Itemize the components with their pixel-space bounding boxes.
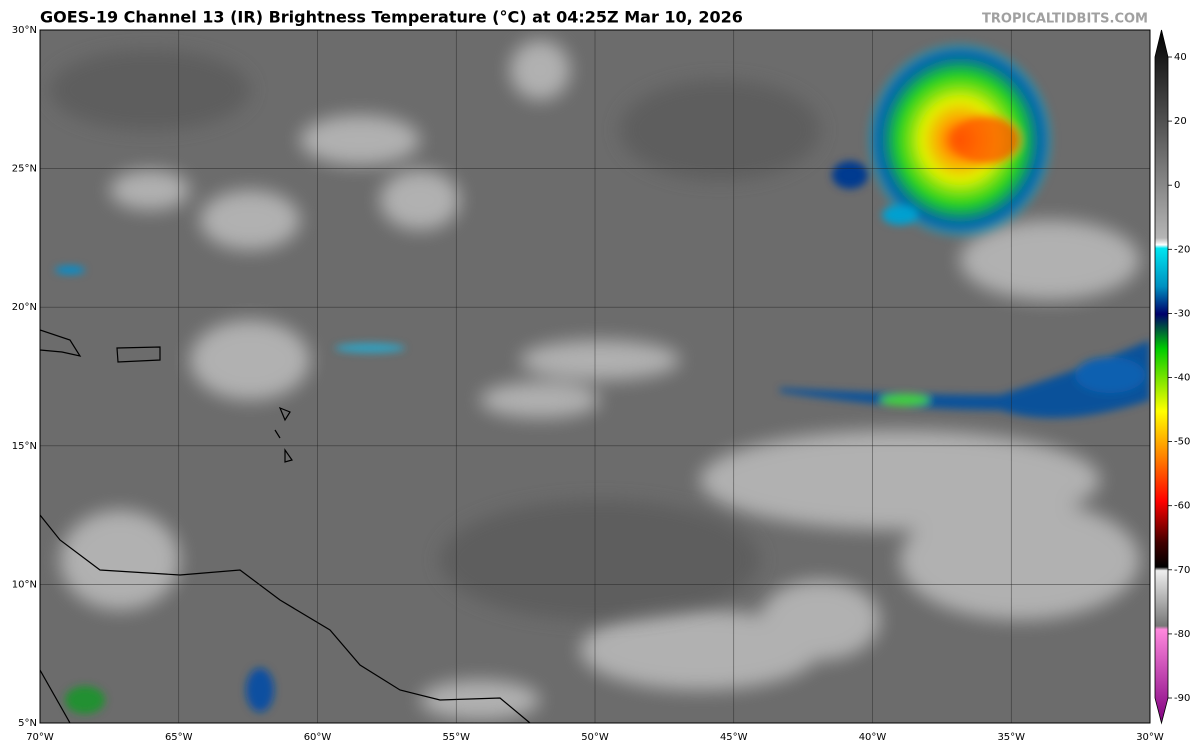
colorbar-tick-label: 20 [1174, 116, 1187, 127]
longitude-label: 60°W [304, 732, 332, 743]
longitude-label: 40°W [859, 732, 887, 743]
title: GOES-19 Channel 13 (IR) Brightness Tempe… [40, 8, 743, 27]
colorbar-tick-label: 40 [1174, 52, 1187, 63]
colorbar-tick-label: -30 [1174, 308, 1190, 319]
colorbar-tick-label: -80 [1174, 629, 1190, 640]
longitude-label: 55°W [442, 732, 470, 743]
colorbar [1154, 29, 1169, 725]
graticule [40, 30, 1150, 723]
latitude-label: 10°N [12, 579, 37, 590]
longitude-label: 65°W [165, 732, 193, 743]
latitude-label: 25°N [12, 164, 37, 175]
latitude-label: 15°N [12, 441, 37, 452]
colorbar-tick-label: -90 [1174, 693, 1190, 704]
colorbar-tick-label: -60 [1174, 501, 1190, 512]
latitude-label: 30°N [12, 25, 37, 36]
latitude-label: 5°N [18, 718, 37, 729]
colorbar-tick-label: -50 [1174, 437, 1190, 448]
colorbar-tick-label: -40 [1174, 373, 1190, 384]
longitude-label: 30°W [1136, 732, 1164, 743]
longitude-label: 35°W [997, 732, 1025, 743]
map-frame [39, 29, 1151, 724]
latitude-label: 20°N [12, 302, 37, 313]
colorbar-tick-label: -70 [1174, 565, 1190, 576]
longitude-label: 70°W [26, 732, 54, 743]
longitude-label: 50°W [581, 732, 609, 743]
watermark: TROPICALTIDBITS.COM [982, 12, 1148, 27]
colorbar-tick-label: 0 [1174, 180, 1180, 191]
colorbar-tick-label: -20 [1174, 244, 1190, 255]
longitude-label: 45°W [720, 732, 748, 743]
